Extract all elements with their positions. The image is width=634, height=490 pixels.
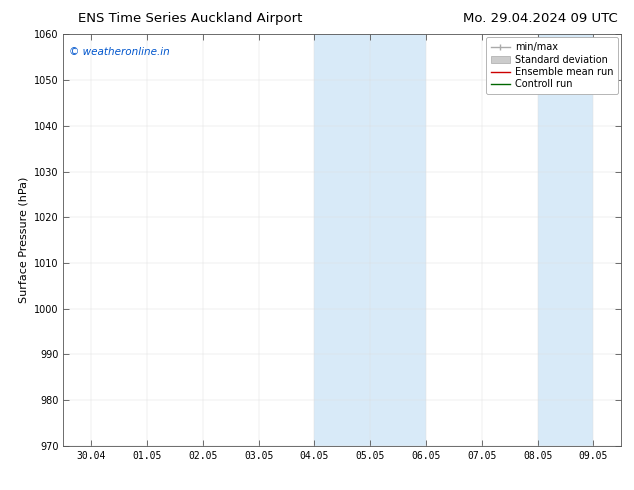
Text: ENS Time Series Auckland Airport: ENS Time Series Auckland Airport — [78, 12, 302, 25]
Bar — [538, 34, 593, 446]
Legend: min/max, Standard deviation, Ensemble mean run, Controll run: min/max, Standard deviation, Ensemble me… — [486, 37, 618, 94]
Y-axis label: Surface Pressure (hPa): Surface Pressure (hPa) — [18, 177, 29, 303]
Text: © weatheronline.in: © weatheronline.in — [69, 47, 170, 57]
Text: Mo. 29.04.2024 09 UTC: Mo. 29.04.2024 09 UTC — [463, 12, 618, 25]
Bar — [314, 34, 370, 446]
Bar — [370, 34, 426, 446]
